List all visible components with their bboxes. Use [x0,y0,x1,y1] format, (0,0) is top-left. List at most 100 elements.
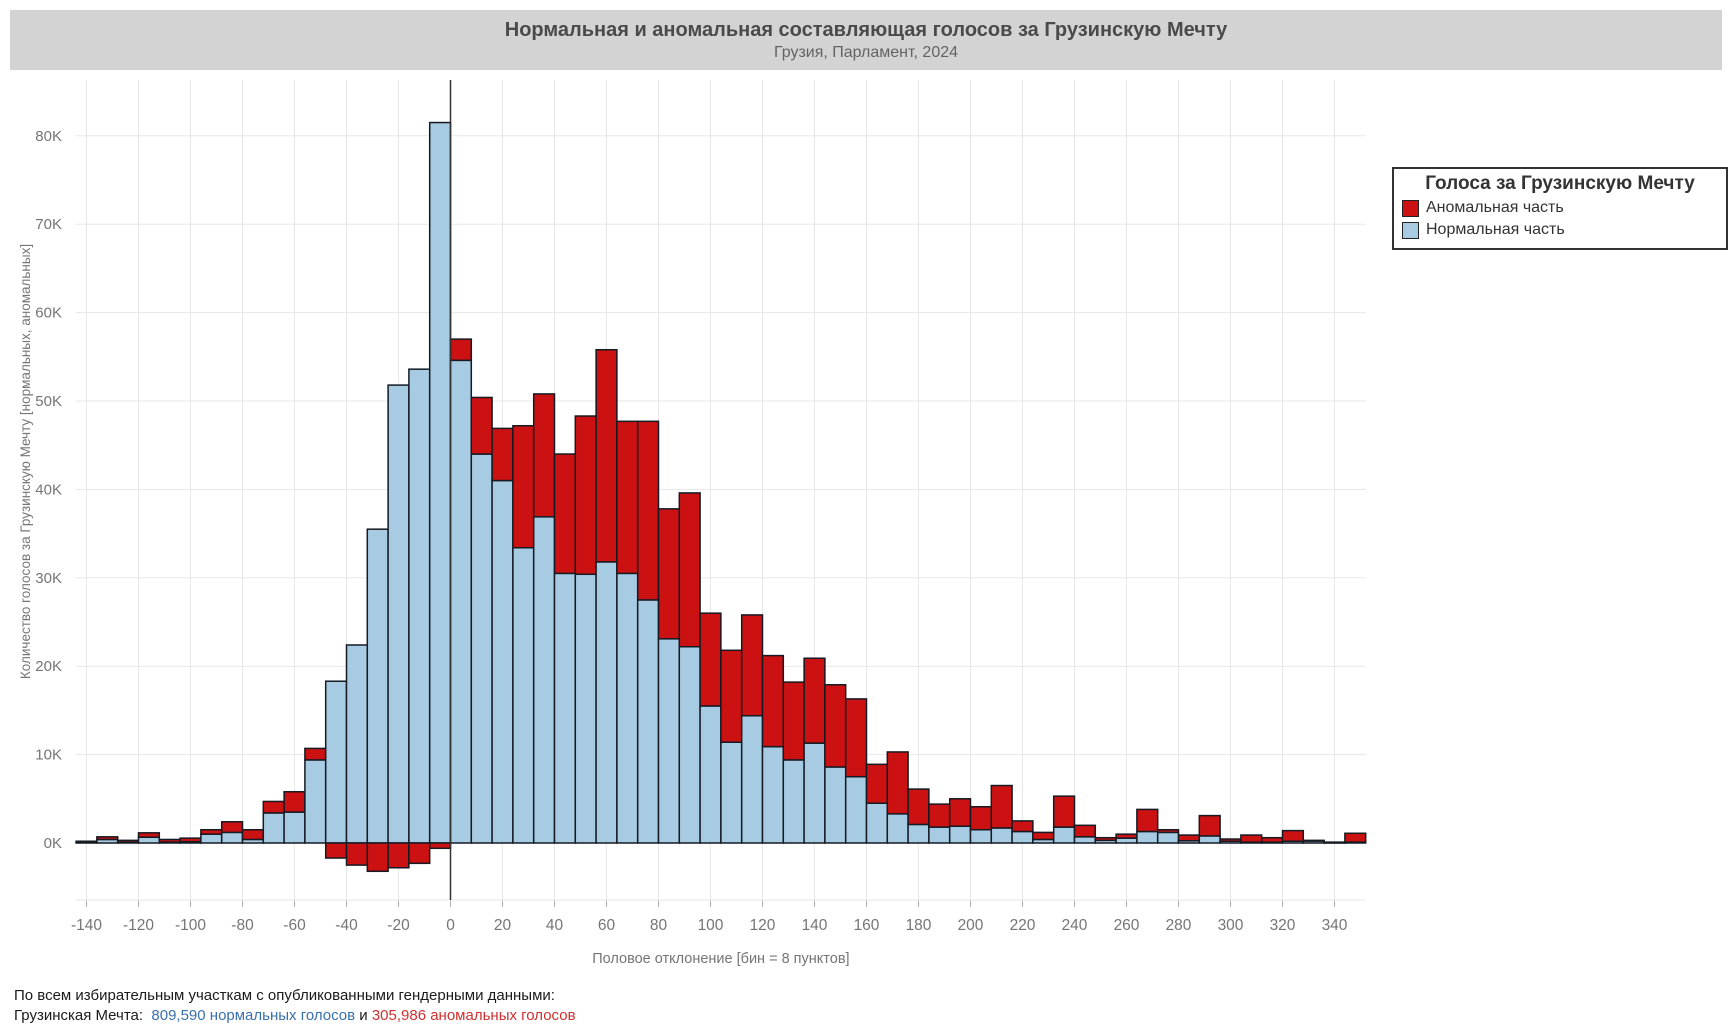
bar-anomalous[interactable] [1011,820,1034,833]
bar-anomalous[interactable] [720,649,743,743]
bar-anomalous[interactable] [158,838,181,843]
legend-item-anomalous[interactable]: Аномальная часть [1402,197,1718,219]
bar-anomalous[interactable] [948,798,972,827]
bar-normal[interactable] [761,745,785,844]
bar-normal[interactable] [636,599,660,844]
bar-normal[interactable] [324,680,348,844]
bar-anomalous[interactable] [616,420,639,575]
bar-anomalous[interactable] [907,788,930,826]
bar-anomalous[interactable] [1302,839,1325,842]
bar-anomalous[interactable] [220,821,244,834]
bar-anomalous[interactable] [1260,836,1284,843]
bar-anomalous[interactable] [761,654,785,748]
bar-anomalous[interactable] [553,453,577,575]
bar-normal[interactable] [470,453,493,844]
bar-anomalous[interactable] [1156,828,1180,834]
bar-anomalous[interactable] [636,420,660,601]
bar-anomalous[interactable] [1052,795,1076,828]
bar-normal[interactable] [491,479,514,844]
bar-normal[interactable] [574,573,597,844]
bar-anomalous-negative[interactable] [366,842,389,873]
bar-normal[interactable] [740,714,764,844]
bar-anomalous[interactable] [1323,841,1346,844]
bar-normal[interactable] [262,812,285,844]
bar-normal[interactable] [408,368,431,844]
bar-normal[interactable] [532,516,556,844]
bar-normal[interactable] [720,741,743,844]
legend-item-normal[interactable]: Нормальная часть [1402,219,1718,241]
bar-anomalous-negative[interactable] [387,842,410,869]
bar-anomalous[interactable] [1094,836,1117,842]
bar-normal[interactable] [824,766,847,844]
bar-anomalous[interactable] [657,508,681,640]
bar-normal[interactable] [678,646,701,844]
bar-anomalous[interactable] [283,790,306,813]
bar-anomalous[interactable] [782,681,805,761]
bar-anomalous[interactable] [532,393,556,518]
bar-anomalous[interactable] [740,614,764,717]
bar-normal[interactable] [782,759,805,844]
bar-normal[interactable] [220,831,244,844]
bar-anomalous[interactable] [262,800,285,814]
bar-anomalous[interactable] [1240,834,1263,843]
bar-normal[interactable] [1011,830,1034,844]
bar-anomalous[interactable] [1032,831,1055,841]
bar-normal[interactable] [907,823,930,844]
bar-normal[interactable] [657,638,681,844]
bar-anomalous[interactable] [96,836,119,841]
bar-anomalous[interactable] [699,612,722,707]
bar-anomalous[interactable] [844,698,868,778]
bar-anomalous[interactable] [824,684,847,768]
bar-normal[interactable] [948,825,972,844]
bar-anomalous[interactable] [470,396,493,455]
bar-anomalous[interactable] [116,839,140,843]
bar-anomalous[interactable] [241,828,265,841]
bar-normal[interactable] [969,828,993,844]
bar-anomalous[interactable] [1073,824,1097,838]
bar-normal[interactable] [1073,836,1097,844]
bar-normal[interactable] [345,644,369,844]
bar-anomalous[interactable] [512,425,535,549]
bar-anomalous-negative[interactable] [324,842,348,859]
bar-anomalous[interactable] [75,840,98,844]
bar-normal[interactable] [304,759,327,844]
bar-anomalous[interactable] [137,832,161,839]
bar-anomalous-negative[interactable] [345,842,369,866]
bar-anomalous[interactable] [200,828,223,835]
bar-normal[interactable] [512,546,535,844]
bar-normal[interactable] [865,802,889,844]
bar-anomalous[interactable] [886,751,909,815]
bar-normal[interactable] [428,121,452,844]
bar-normal[interactable] [283,811,306,844]
bar-normal[interactable] [803,742,826,844]
bar-anomalous[interactable] [574,415,597,576]
bar-anomalous[interactable] [304,747,327,761]
bar-anomalous[interactable] [1219,838,1242,842]
bar-anomalous[interactable] [969,806,993,831]
bar-anomalous[interactable] [179,837,202,843]
bar-anomalous[interactable] [449,338,473,362]
bar-anomalous[interactable] [990,784,1013,829]
bar-anomalous[interactable] [1177,834,1201,842]
bar-anomalous[interactable] [1281,829,1305,842]
bar-anomalous-negative[interactable] [428,842,452,850]
bar-anomalous[interactable] [865,763,889,804]
bar-anomalous[interactable] [928,803,951,828]
bar-anomalous[interactable] [803,657,826,744]
bar-normal[interactable] [1198,835,1221,844]
bar-normal[interactable] [366,528,389,844]
bar-anomalous[interactable] [1344,832,1367,843]
bar-normal[interactable] [200,833,223,844]
bar-normal[interactable] [1136,830,1159,844]
bar-normal[interactable] [553,572,577,844]
bar-anomalous[interactable] [595,348,618,563]
bar-anomalous[interactable] [1198,814,1221,837]
bar-anomalous[interactable] [1115,833,1138,839]
bar-normal[interactable] [928,826,951,844]
bar-normal[interactable] [595,561,618,844]
bar-normal[interactable] [990,827,1013,844]
bar-normal[interactable] [1052,826,1076,844]
bar-anomalous[interactable] [491,427,514,482]
bar-anomalous[interactable] [678,492,701,648]
bar-normal[interactable] [387,384,410,844]
